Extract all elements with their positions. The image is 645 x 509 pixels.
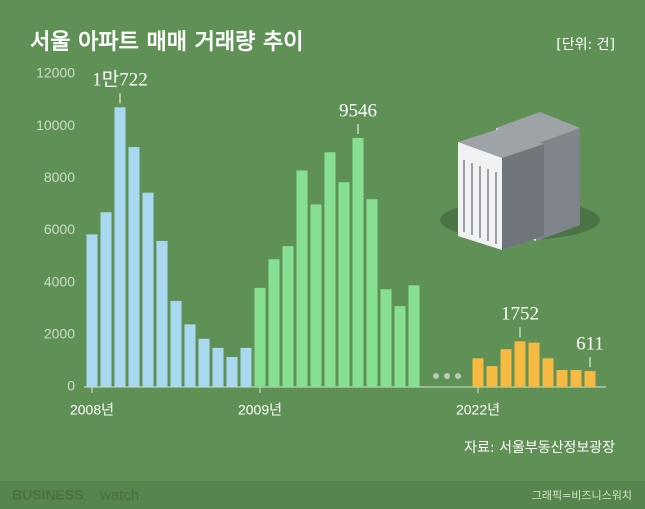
bar (366, 199, 378, 387)
source: 자료: 서울부동산정보광장 (464, 440, 615, 456)
credit: 그래픽=비즈니스워치 (532, 489, 632, 502)
y-tick-label: 12000 (36, 65, 75, 81)
bar (128, 147, 140, 387)
bar (394, 306, 406, 387)
bar (268, 259, 280, 387)
bar (212, 347, 224, 387)
bar (86, 234, 98, 387)
building-back-side (536, 128, 580, 241)
bar (500, 349, 512, 387)
brand-business: BUSINESS (12, 487, 84, 503)
bar (570, 370, 582, 387)
bar (324, 152, 336, 387)
bar (528, 342, 540, 387)
bar (226, 357, 238, 387)
data-label: 9546 (339, 100, 377, 121)
building-illustration (440, 112, 600, 250)
windows (463, 160, 497, 244)
bar (338, 182, 350, 387)
dot (433, 373, 439, 379)
y-tick-label: 6000 (44, 221, 75, 237)
y-tick-label: 2000 (44, 326, 75, 342)
bar (514, 341, 526, 387)
bar (472, 358, 484, 387)
bar (282, 246, 294, 387)
bar (156, 240, 168, 387)
data-label: 1752 (501, 304, 539, 325)
bar (310, 204, 322, 387)
data-label: 611 (576, 333, 604, 354)
bar (380, 289, 392, 387)
bar (184, 324, 196, 387)
bar (100, 212, 112, 387)
x-tick-label: 2008년 (70, 402, 114, 418)
bar (542, 358, 554, 387)
bar (198, 338, 210, 387)
bar (142, 192, 154, 387)
footer-strip (0, 481, 645, 509)
bar (408, 285, 420, 387)
bar (584, 371, 596, 387)
y-tick-label: 4000 (44, 273, 75, 289)
x-tick-label: 2009년 (238, 402, 282, 418)
dot (455, 373, 461, 379)
brand-watch: watch (99, 487, 139, 504)
bar (170, 300, 182, 387)
y-tick-label: 0 (67, 378, 75, 394)
bar (296, 170, 308, 387)
bar (556, 370, 568, 387)
unit-label: [단위: 건] (556, 37, 615, 53)
bar (486, 366, 498, 387)
dot (444, 373, 450, 379)
bar (254, 287, 266, 387)
building-front-side (502, 144, 544, 250)
bar (352, 138, 364, 387)
y-tick-label: 10000 (36, 117, 75, 133)
bar (240, 347, 252, 387)
x-tick-label: 2022년 (456, 402, 500, 418)
ellipsis-dots (433, 373, 461, 379)
y-tick-label: 8000 (44, 169, 75, 185)
data-label: 1만722 (92, 69, 147, 91)
bar (114, 107, 126, 387)
chart-title: 서울 아파트 매매 거래량 추이 (30, 30, 304, 55)
